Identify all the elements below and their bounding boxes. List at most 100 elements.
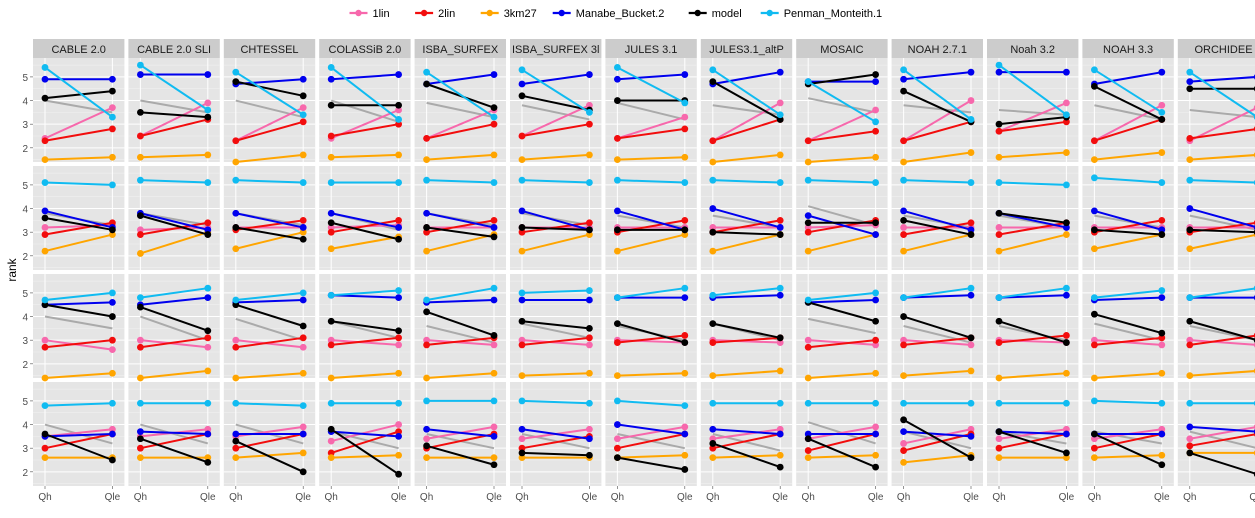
point-1lin-qle (204, 99, 212, 107)
point-3km27-qle (586, 151, 593, 159)
point-1lin-qle (872, 106, 879, 114)
point-3km27-qle (1158, 451, 1166, 459)
series-model (900, 416, 975, 462)
point-1lin-qh (709, 224, 717, 231)
panel-norm-mean-error-jules3-1-altp (700, 274, 793, 380)
series-line-3km27 (140, 153, 208, 159)
series-3km27 (1186, 231, 1255, 253)
point-2lin-qh (327, 132, 335, 140)
x-tick-label: Qle (391, 492, 407, 503)
point-2lin-qh (995, 127, 1003, 135)
point-penman-monteith-1-qle (872, 289, 879, 297)
point-model-qh (137, 212, 144, 220)
reference-line (903, 430, 972, 450)
series-3km27 (614, 369, 689, 380)
point-penman-monteith-1-qh (518, 289, 526, 297)
point-1lin-qh (327, 336, 335, 344)
panel-std-dev-difference-chtessel (223, 382, 316, 486)
y-tick-label: 2 (22, 252, 28, 263)
series-3km27 (900, 367, 975, 380)
series-line-penman-monteith-1 (903, 287, 972, 299)
point-model-qh (900, 416, 907, 424)
series-model (327, 425, 402, 478)
point-3km27-qle (490, 369, 498, 377)
series-penman-monteith-1 (137, 284, 212, 302)
series-line-manabe-bucket-2 (1094, 209, 1163, 231)
series-line-3km27 (1189, 154, 1255, 161)
point-1lin-qle (1063, 425, 1070, 433)
column-strip-bg (700, 39, 793, 58)
point-1lin-qh (137, 336, 144, 344)
point-3km27-qh (518, 156, 526, 164)
point-manabe-bucket-2-qh (804, 430, 812, 438)
point-manabe-bucket-2-qh (518, 207, 526, 215)
series-line-model (903, 418, 972, 459)
series-manabe-bucket-2 (232, 209, 307, 231)
series-line-penman-monteith-1 (235, 179, 304, 184)
point-2lin-qle (681, 332, 689, 339)
point-2lin-qle (109, 125, 116, 133)
panel-mean-bias-error-noah-2-7-1 (891, 166, 983, 270)
point-3km27-qh (1091, 374, 1098, 382)
point-2lin-qh (137, 444, 144, 452)
point-manabe-bucket-2-qle (490, 432, 498, 440)
series-line-3km27 (808, 156, 876, 163)
point-2lin-qh (41, 343, 49, 351)
point-2lin-qh (900, 231, 907, 238)
point-model-qle (1063, 339, 1070, 346)
series-penman-monteith-1 (137, 61, 212, 114)
series-line-3km27 (998, 372, 1067, 379)
series-line-model (1093, 433, 1163, 466)
point-1lin-qh (327, 437, 335, 445)
point-3km27-qh (614, 247, 621, 255)
point-3km27-qh (137, 153, 144, 161)
point-manabe-bucket-2-qh (232, 209, 240, 217)
series-2lin (423, 120, 498, 142)
point-3km27-qh (232, 454, 240, 462)
point-manabe-bucket-2-qle (1158, 430, 1166, 438)
panel-correlation-orchidee (1177, 58, 1255, 164)
series-line-3km27 (903, 369, 972, 377)
series-3km27 (804, 369, 879, 382)
panel-correlation-mosaic (796, 58, 888, 166)
point-penman-monteith-1-qh (327, 179, 335, 186)
series-line-2lin (903, 221, 972, 236)
legend-label-2lin: 2lin (438, 8, 455, 20)
series-line-3km27 (44, 372, 113, 379)
point-3km27-qle (299, 449, 307, 457)
point-penman-monteith-1-qh (614, 176, 621, 184)
series-line-manabe-bucket-2 (617, 209, 686, 231)
point-manabe-bucket-2-qle (204, 294, 212, 302)
series-line-3km27 (712, 233, 781, 253)
point-2lin-qh (900, 137, 907, 145)
series-2lin (1091, 334, 1166, 349)
series-line-3km27 (235, 372, 304, 379)
series-penman-monteith-1 (709, 176, 784, 186)
y-tick-label: 2 (22, 468, 28, 479)
point-2lin-qle (872, 127, 879, 135)
series-line-penman-monteith-1 (617, 399, 685, 407)
panel-correlation-jules3-1-altp (700, 58, 793, 166)
point-manabe-bucket-2-qh (900, 75, 907, 83)
series-line-penman-monteith-1 (998, 287, 1067, 299)
series-penman-monteith-1 (232, 399, 307, 410)
point-1lin-qle (967, 341, 975, 349)
series-line-penman-monteith-1 (140, 287, 208, 299)
series-line-model (426, 310, 495, 337)
point-manabe-bucket-2-qle (1063, 291, 1070, 299)
legend-dot-3km27 (486, 9, 493, 17)
series-2lin (614, 332, 689, 346)
series-line-penman-monteith-1 (616, 66, 686, 104)
series-2lin (614, 125, 689, 142)
point-penman-monteith-1-qh (900, 66, 907, 74)
series-2lin (900, 219, 975, 238)
point-3km27-qle (776, 367, 784, 375)
reference-line (617, 101, 686, 121)
panel-mean-bias-error-noah-3-2 (987, 166, 1079, 270)
series-line-manabe-bucket-2 (1189, 425, 1255, 433)
point-3km27-qh (709, 158, 717, 166)
x-tick-label: Qh (1183, 492, 1196, 503)
series-line-2lin (521, 336, 590, 346)
point-model-qle (490, 233, 498, 241)
point-3km27-qh (327, 245, 335, 253)
